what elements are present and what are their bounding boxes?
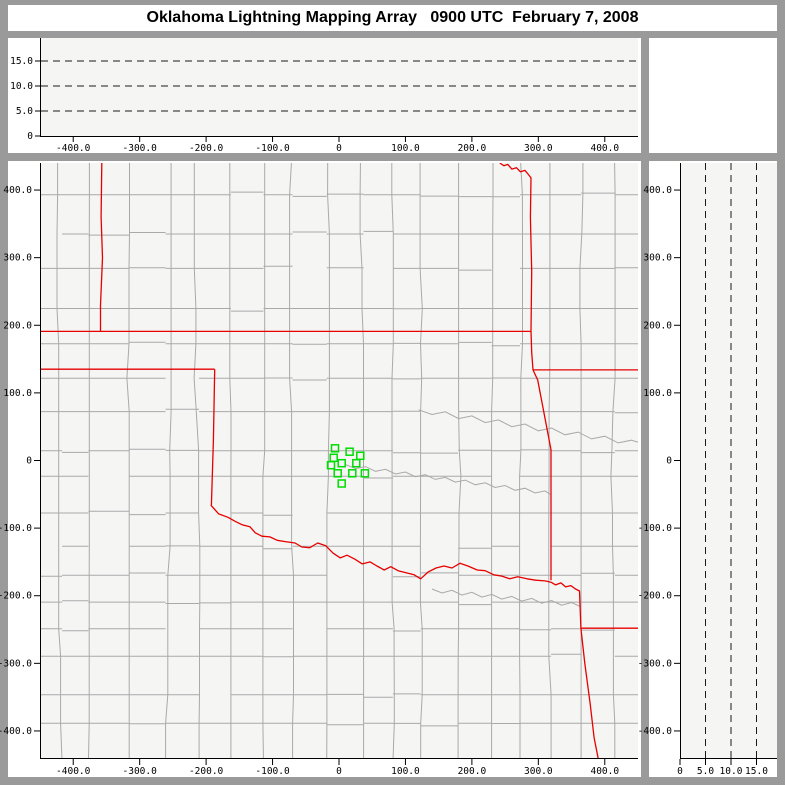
lma-station-marker: [337, 458, 346, 468]
ns-tick-label: -100.0: [638, 523, 673, 534]
ns-tick-label: 300.0: [643, 253, 672, 264]
ns-tick-label: 100.0: [643, 388, 672, 399]
ew-tick-label: 300.0: [524, 766, 553, 777]
ew-tick-label: 200.0: [458, 766, 487, 777]
ew-altitude-plot[interactable]: 0 5.0 10.0 15.0 -400.0 -300.0 -200.0 -100.0 0 100…: [8, 38, 641, 154]
altitude-tick-label: 15.0: [10, 56, 33, 67]
ns-tick-label: 100.0: [3, 388, 32, 399]
ns-tick-label: 0: [26, 456, 32, 467]
plot-background: [680, 163, 777, 758]
ew-tick-label: -300.0: [123, 143, 158, 154]
lma-station-marker: [345, 447, 354, 456]
ew-tick-label: -400.0: [56, 766, 91, 777]
altitude-histogram-panel: [649, 38, 777, 153]
ns-tick-label: -200.0: [0, 591, 32, 602]
altitude-tick-label: 10.0: [720, 766, 743, 777]
ns-tick-label: -300.0: [0, 658, 32, 669]
ns-tick-label: 400.0: [3, 185, 32, 196]
lma-station-marker: [348, 469, 357, 478]
state-border-line: [550, 581, 582, 629]
ew-tick-label: -100.0: [255, 766, 290, 777]
plot-background: [40, 38, 638, 136]
state-border-line: [210, 369, 216, 506]
ns-tick-label: 0: [666, 456, 672, 467]
state-border-line: [532, 369, 552, 581]
window-title: Oklahoma Lightning Mapping Array 0900 UT…: [146, 9, 639, 26]
ns-tick-label: 400.0: [643, 185, 672, 196]
ew-tick-label: 400.0: [590, 766, 619, 777]
ns-tick-label: -400.0: [0, 726, 32, 737]
river-line: [431, 588, 581, 607]
ew-tick-label: 0: [336, 143, 342, 154]
ew-altitude-panel: 0 5.0 10.0 15.0 -400.0 -300.0 -200.0 -100.0 0 100…: [8, 38, 641, 154]
state-border-line: [580, 628, 599, 758]
ns-altitude-plot[interactable]: -400.0 -300.0 -200.0 -100.0 0 100.0 200.0 300.0…: [638, 161, 777, 777]
state-border-line: [99, 163, 104, 332]
altitude-tick-label: 5.0: [697, 766, 714, 777]
state-border-line: [210, 504, 552, 583]
ew-tick-label: -300.0: [123, 766, 158, 777]
ns-tick-label: -400.0: [638, 726, 673, 737]
altitude-tick-label: 5.0: [16, 106, 33, 117]
ew-tick-label: -200.0: [189, 143, 224, 154]
river-line: [345, 464, 551, 495]
ew-tick-label: 400.0: [590, 143, 619, 154]
title-bar: Oklahoma Lightning Mapping Array 0900 UT…: [8, 5, 777, 31]
altitude-histogram-plot[interactable]: [649, 38, 777, 153]
ew-tick-label: -100.0: [255, 143, 290, 154]
ns-tick-label: 200.0: [3, 320, 32, 331]
ew-tick-label: 100.0: [391, 143, 420, 154]
river-line: [418, 409, 638, 444]
lma-station-marker: [360, 469, 370, 478]
ns-tick-label: 200.0: [643, 320, 672, 331]
ns-tick-label: -100.0: [0, 523, 32, 534]
lma-station-marker: [326, 460, 336, 470]
ns-tick-label: -300.0: [638, 658, 673, 669]
ew-tick-label: 200.0: [458, 143, 487, 154]
plan-view-map-plot[interactable]: -400.0 -300.0 -200.0 -100.0 0 100.0 200.0 300.0…: [0, 161, 641, 777]
plan-view-map-panel: -400.0 -300.0 -200.0 -100.0 0 100.0 200.0 300.0…: [0, 161, 641, 777]
plot-background: [40, 163, 638, 758]
ew-tick-label: -200.0: [189, 766, 224, 777]
lma-station-marker: [352, 458, 361, 468]
lma-station-marker: [330, 444, 340, 453]
ns-tick-label: 300.0: [3, 253, 32, 264]
altitude-tick-label: 0: [27, 131, 33, 142]
altitude-tick-label: 15.0: [745, 766, 768, 777]
county-boundaries: [40, 163, 638, 758]
map-canvas: [40, 163, 638, 758]
altitude-tick-label: 0: [677, 766, 683, 777]
ew-tick-label: 0: [336, 766, 342, 777]
lma-station-marker: [333, 469, 342, 478]
state-border-line: [499, 163, 534, 370]
ew-tick-label: 100.0: [391, 766, 420, 777]
ew-tick-label: 300.0: [524, 143, 553, 154]
lma-station-marker: [337, 479, 346, 488]
ns-tick-label: -200.0: [638, 591, 673, 602]
ns-altitude-panel: -400.0 -300.0 -200.0 -100.0 0 100.0 200.0 300.0…: [638, 161, 777, 777]
ew-tick-label: -400.0: [56, 143, 91, 154]
altitude-tick-label: 10.0: [10, 81, 33, 92]
